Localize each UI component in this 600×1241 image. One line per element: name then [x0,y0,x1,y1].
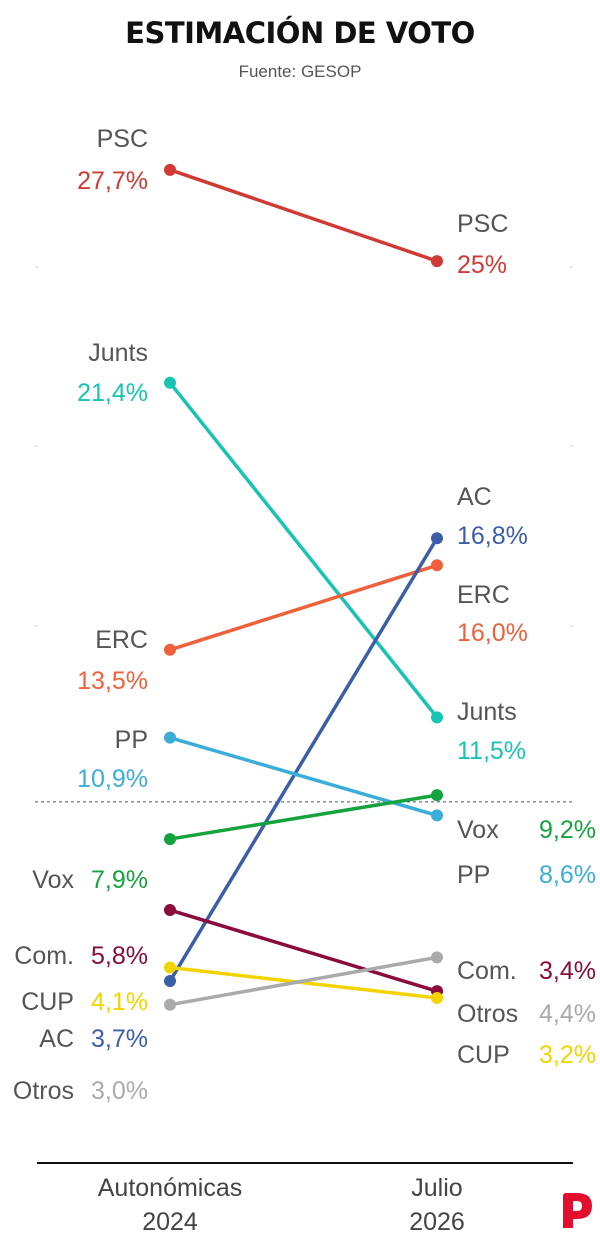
data-label-pp-left: 10,9% [77,765,148,793]
x-tick-label-right-line1: Julio [411,1174,462,1202]
data-label-com-left: 5,8% [91,942,148,970]
series-line-ac [168,537,439,982]
data-label-junts-right: 11,5% [457,737,526,765]
series-line-com [169,908,438,993]
series-name-label-psc-left: PSC [97,125,148,153]
series-name-label-erc-left: ERC [95,626,148,654]
series-name-label-cup-right: CUP [457,1041,510,1069]
data-point-com-left [164,904,176,917]
series-name-label-vox-right: Vox [457,816,499,844]
series-labels: PSC 27,7% PSC 25% Junts 21,4% Junts 11,5% ERC 13,… [13,125,596,1105]
series-name-label-otros-right: Otros [457,1000,518,1028]
series-line-pp [169,735,438,818]
publico-p-logo-icon [563,1193,592,1228]
data-point-vox-left [164,833,176,846]
data-point-otros-right [431,951,443,964]
series-points [164,163,443,1011]
data-point-junts-right [431,711,443,724]
series-line-erc [169,563,438,652]
data-label-otros-left: 3,0% [91,1077,148,1105]
data-point-psc-left [164,163,176,176]
data-point-cup-right [431,991,443,1004]
series-lines [168,168,439,1007]
data-label-cup-left: 4,1% [91,988,148,1016]
series-name-label-psc-right: PSC [457,210,508,238]
series-line-vox [169,793,438,841]
data-label-ac-right: 16,8% [457,522,528,550]
series-line-junts [168,381,439,719]
data-label-psc-left: 27,7% [77,167,148,195]
x-tick-label-right-line2: 2026 [409,1208,465,1236]
series-line-otros [169,955,438,1007]
data-label-vox-left: 7,9% [91,866,148,894]
series-name-label-com-left: Com. [14,942,74,970]
data-label-vox-right: 9,2% [539,816,596,844]
guide-ticks [35,266,573,627]
chart-title: ESTIMACIÓN DE VOTO [125,16,475,50]
data-label-pp-right: 8,6% [539,861,596,889]
series-name-label-pp-left: PP [115,726,148,754]
series-name-label-vox-left: Vox [32,866,74,894]
data-point-ac-right [431,532,443,545]
data-label-com-right: 3,4% [539,957,596,985]
data-label-erc-left: 13,5% [77,667,148,695]
data-label-erc-right: 16,0% [457,619,528,647]
series-name-label-junts-right: Junts [457,698,517,726]
data-point-erc-right [431,559,443,572]
data-point-otros-left [164,998,176,1011]
series-name-label-pp-right: PP [457,861,490,889]
data-label-ac-left: 3,7% [91,1025,148,1053]
data-point-cup-left [164,961,176,974]
data-point-ac-left [164,975,176,988]
data-point-pp-left [164,731,176,744]
series-name-label-ac-left: AC [39,1025,74,1053]
data-point-pp-right [431,809,443,822]
data-point-psc-right [431,255,443,268]
series-name-label-junts-left: Junts [88,339,148,367]
series-line-psc [169,168,438,263]
data-label-junts-left: 21,4% [77,379,148,407]
data-point-vox-right [431,789,443,802]
data-label-cup-right: 3,2% [539,1041,596,1069]
data-point-junts-left [164,376,176,389]
data-point-erc-left [164,643,176,656]
chart-subtitle: Fuente: GESOP [239,62,362,81]
series-name-label-ac-right: AC [457,483,492,511]
data-label-psc-right: 25% [457,251,507,279]
x-tick-label-left-line1: Autonómicas [98,1174,243,1202]
data-label-otros-right: 4,4% [539,1000,596,1028]
series-name-label-erc-right: ERC [457,581,510,609]
series-name-label-cup-left: CUP [21,988,74,1016]
series-name-label-com-right: Com. [457,957,517,985]
x-tick-label-left-line2: 2024 [142,1208,198,1236]
series-name-label-otros-left: Otros [13,1077,74,1105]
